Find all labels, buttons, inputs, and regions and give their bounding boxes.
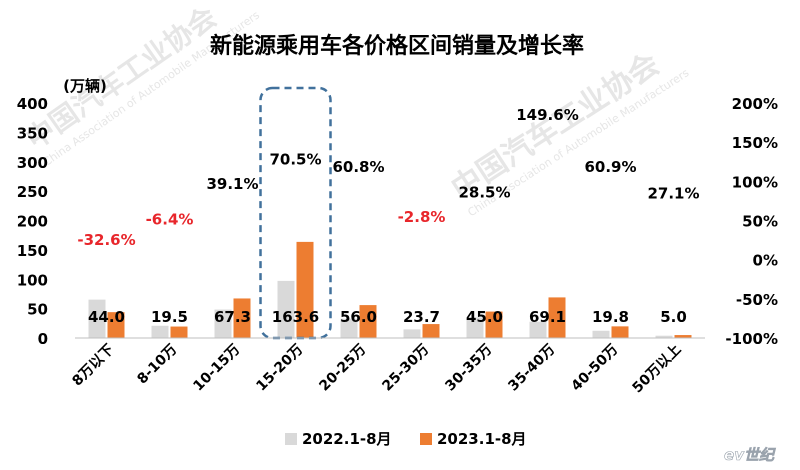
bar-s0-5 bbox=[403, 329, 421, 338]
bar-s1-0 bbox=[107, 312, 125, 338]
growth-label-2: 39.1% bbox=[206, 175, 258, 193]
y-axis-right: -100% -50% 0% 50% 100% 150% 200% bbox=[725, 95, 778, 348]
x-category-label-6: 30-35万 bbox=[442, 342, 495, 395]
x-category-label-5: 25-30万 bbox=[379, 342, 432, 395]
y-right-tick-2: 0% bbox=[753, 252, 778, 270]
brand-logo: ev世纪 bbox=[724, 446, 777, 465]
y-left-tick-1: 50 bbox=[27, 301, 48, 319]
bar-s0-7 bbox=[529, 321, 547, 338]
y-right-tick-1: -50% bbox=[736, 291, 778, 309]
y-left-tick-4: 200 bbox=[17, 213, 48, 231]
y-right-tick-3: 50% bbox=[742, 213, 778, 231]
growth-label-3: 70.5% bbox=[269, 150, 321, 168]
y-left-tick-5: 250 bbox=[17, 183, 48, 201]
x-category-label-4: 20-25万 bbox=[316, 342, 369, 395]
x-category-label-9: 50万以上 bbox=[630, 342, 685, 397]
bar-s0-3 bbox=[277, 280, 295, 338]
x-category-label-8: 40-50万 bbox=[568, 342, 621, 395]
x-category-label-2: 10-15万 bbox=[190, 342, 243, 395]
legend-label-2022: 2022.1-8月 bbox=[302, 430, 392, 448]
value-labels: 44.0 19.5 67.3 163.6 56.0 23.7 45.0 69.1 19.8 5.0 bbox=[88, 308, 687, 326]
chart-title: 新能源乘用车各价格区间销量及增长率 bbox=[210, 33, 584, 59]
y-left-tick-0: 0 bbox=[38, 330, 48, 348]
bar-s0-9 bbox=[655, 335, 673, 338]
value-label-8: 19.8 bbox=[592, 308, 629, 326]
y-left-tick-6: 300 bbox=[17, 154, 48, 172]
x-category-label-1: 8-10万 bbox=[134, 342, 180, 388]
y-right-tick-0: -100% bbox=[725, 330, 778, 348]
value-label-3: 163.6 bbox=[272, 308, 319, 326]
y-left-tick-2: 100 bbox=[17, 271, 48, 289]
value-label-5: 23.7 bbox=[403, 308, 440, 326]
growth-label-6: 28.5% bbox=[458, 183, 510, 201]
bar-s1-6 bbox=[485, 311, 503, 338]
legend-swatch-2022 bbox=[285, 433, 297, 445]
growth-label-4: 60.8% bbox=[332, 158, 384, 176]
bar-s0-4 bbox=[340, 318, 358, 338]
highlight-layer bbox=[259, 86, 332, 340]
bar-s1-1 bbox=[170, 326, 188, 338]
bar-s1-2 bbox=[233, 298, 251, 338]
value-label-9: 5.0 bbox=[660, 308, 687, 326]
y-unit-label: (万辆) bbox=[63, 77, 107, 95]
watermark-text-cn-0: 中国汽车工业协会 bbox=[20, 0, 222, 156]
value-label-1: 19.5 bbox=[151, 308, 188, 326]
value-label-4: 56.0 bbox=[340, 308, 377, 326]
x-axis-categories: 8万以下 8-10万 10-15万 15-20万 20-25万 25-30万 30-35万 3… bbox=[69, 342, 684, 397]
bar-s0-8 bbox=[592, 330, 610, 338]
value-label-6: 45.0 bbox=[466, 308, 503, 326]
bars bbox=[88, 241, 692, 338]
bar-s1-5 bbox=[422, 324, 440, 338]
bar-s1-3 bbox=[296, 241, 314, 338]
y-right-tick-6: 200% bbox=[732, 95, 778, 113]
bar-s0-0 bbox=[88, 299, 106, 338]
x-category-label-0: 8万以下 bbox=[69, 342, 117, 390]
value-label-2: 67.3 bbox=[214, 308, 251, 326]
legend: 2022.1-8月 2023.1-8月 bbox=[285, 430, 527, 448]
bar-s1-4 bbox=[359, 305, 377, 338]
growth-label-0: -32.6% bbox=[77, 231, 135, 249]
y-left-tick-3: 150 bbox=[17, 242, 48, 260]
growth-labels: -32.6% -6.4% 39.1% 70.5% 60.8% -2.8% 28.5% 149.… bbox=[77, 106, 699, 249]
x-category-label-3: 15-20万 bbox=[253, 342, 306, 395]
y-right-tick-4: 100% bbox=[732, 173, 778, 191]
bar-s0-1 bbox=[151, 325, 169, 338]
value-label-0: 44.0 bbox=[88, 308, 125, 326]
y-axis-left: 0 50 100 150 200 250 300 350 400 bbox=[17, 95, 48, 348]
y-left-tick-8: 400 bbox=[17, 95, 48, 113]
bar-s1-8 bbox=[611, 326, 629, 338]
legend-swatch-2023 bbox=[420, 433, 432, 445]
bar-s0-6 bbox=[466, 317, 484, 338]
bar-s1-7 bbox=[548, 297, 566, 338]
growth-label-1: -6.4% bbox=[146, 211, 194, 229]
x-category-label-7: 35-40万 bbox=[505, 342, 558, 395]
growth-label-8: 60.9% bbox=[584, 158, 636, 176]
highlight-box bbox=[259, 86, 332, 340]
legend-label-2023: 2023.1-8月 bbox=[437, 430, 527, 448]
growth-label-9: 27.1% bbox=[647, 184, 699, 202]
growth-label-7: 149.6% bbox=[516, 106, 578, 124]
value-label-7: 69.1 bbox=[529, 308, 566, 326]
growth-label-5: -2.8% bbox=[398, 208, 446, 226]
brand-logo-text: ev世纪 bbox=[724, 446, 776, 464]
y-right-tick-5: 150% bbox=[732, 134, 778, 152]
bar-s0-2 bbox=[214, 309, 232, 338]
y-left-tick-7: 350 bbox=[17, 124, 48, 142]
bar-s1-9 bbox=[674, 335, 692, 338]
